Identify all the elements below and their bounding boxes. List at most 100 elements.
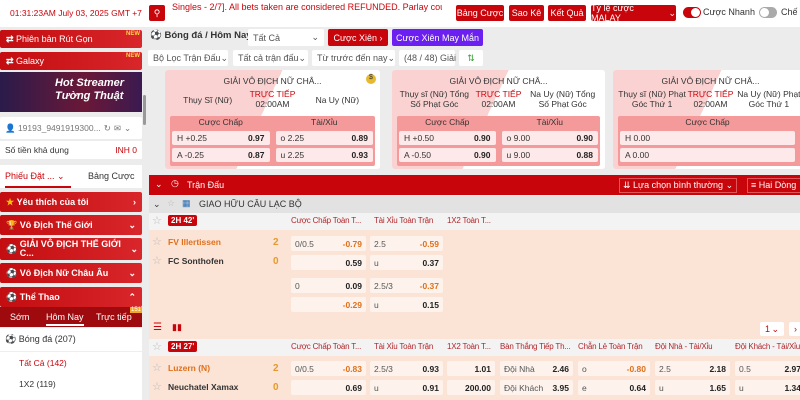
menu-favorites[interactable]: ★ Yêu thích của tôi › (0, 192, 142, 212)
featured-match-card[interactable]: GIẢI VÔ ĐỊCH NỮ CHÂ... Thụy sĩ (Nữ) Phạt… (613, 70, 800, 169)
announcement-marquee: Singles - 2/7]. All bets taken are consi… (172, 2, 442, 12)
sport-list: ⚽ Bóng đá (207) Tất Cả (142) 1X2 (119) (0, 328, 142, 400)
star-icon[interactable]: ☆ (152, 362, 162, 374)
chevron-down-icon[interactable]: ⌄ (123, 122, 132, 133)
results-button[interactable]: Kết Quả (548, 5, 586, 21)
streamer-banner[interactable]: Hot Streamer Tường Thuật (0, 72, 142, 112)
live-stream-icon[interactable]: $ (366, 74, 376, 84)
odds-cell[interactable]: Đội Nhà 2.46 (500, 361, 573, 376)
featured-match-card[interactable]: GIẢI VÔ ĐỊCH NỮ CHÂ... Thụy sĩ (Nữ) Tổng… (392, 70, 605, 169)
sport-soccer[interactable]: ⚽ Bóng đá (207) (5, 334, 76, 344)
statement-button[interactable]: Sao Kê (509, 5, 544, 21)
compact-version-button[interactable]: ⇄ Phiên bản Rút Gọn NEW (0, 30, 142, 48)
handicap-odds[interactable]: A -0.25 0.87 (172, 148, 270, 162)
handicap-odds[interactable]: A -0.50 0.90 (399, 148, 496, 162)
odds-cell[interactable]: -0.29 (291, 297, 366, 312)
odds-cell[interactable]: 0.59 (291, 255, 366, 270)
lucky-parlay-button[interactable]: Cược Xiên May Mắn (392, 29, 483, 46)
time-range-dropdown[interactable]: Từ trước đến nay ⌄ (312, 50, 395, 66)
mail-icon[interactable]: ✉ (113, 122, 121, 133)
star-icon[interactable]: ☆ (152, 255, 162, 267)
league-row[interactable]: ⌄ ☆ ▦ GIAO HỮU CÂU LẠC BỘ (149, 196, 800, 213)
handicap-header: Cược Chấp (425, 117, 470, 127)
star-icon[interactable]: ☆ (152, 215, 162, 227)
matches-section-header[interactable]: ⌄ ◷ Trận Đấu ⇊ Lựa chọn bình thường ⌄ ≡ … (149, 175, 800, 195)
over-under-odds[interactable]: u 9.00 0.88 (501, 148, 598, 162)
sports-subtabs: Sớm Hôm Nay Trực tiếp 151 (0, 307, 143, 327)
star-icon[interactable]: ☆ (152, 381, 162, 393)
swap-icon: ⇄ (6, 33, 17, 44)
odds-cell[interactable]: u 0.37 (370, 255, 443, 270)
odds-cell[interactable]: 2.5/3 0.93 (370, 361, 443, 376)
sort-select[interactable]: ⇊ Lựa chọn bình thường ⌄ (619, 178, 738, 193)
over-under-odds[interactable]: o 2.25 0.89 (275, 131, 373, 145)
lines-select[interactable]: ≡ Hai Dòng ⌄ (747, 178, 800, 193)
odds-cell[interactable]: Đội Khách 3.95 (500, 380, 573, 395)
filter-1x2[interactable]: 1X2 (119) (19, 379, 56, 389)
match-filter-select[interactable]: Tất Cả ⌄ (248, 29, 324, 46)
refresh-icon[interactable]: ↻ (103, 122, 111, 133)
odds-cell[interactable]: o -0.80 (578, 361, 650, 376)
odds-cell[interactable]: 0 0.09 (291, 278, 366, 293)
handicap-odds[interactable]: H +0.25 0.97 (172, 131, 270, 145)
chevron-right-icon: › (379, 32, 383, 43)
soccer-icon: ⚽ (150, 30, 162, 41)
menu-world-cup[interactable]: 🏆 Vô Địch Thế Giới ⌄ (0, 215, 142, 235)
chevron-down-icon: ⌄ (155, 179, 163, 189)
odds-cell[interactable]: 0/0.5 -0.79 (291, 236, 366, 251)
odds-type-select[interactable]: Tỷ lệ cược MALAY ⌄ (591, 3, 676, 23)
star-icon[interactable]: ☆ (152, 341, 162, 353)
page-select[interactable]: 1 ⌄ (760, 322, 784, 336)
all-matches-dropdown[interactable]: Tất cả trận đấu ⌄ (233, 50, 308, 66)
handicap-header: Cược Chấp (685, 117, 730, 127)
parlay-button[interactable]: Cược Xiên › (328, 29, 388, 46)
filter-all[interactable]: Tất Cả (142) (19, 358, 67, 368)
odds-cell[interactable]: 200.00 (447, 380, 495, 395)
galaxy-button[interactable]: ⇄ Galaxy NEW (0, 52, 142, 70)
tab-bet-list[interactable]: Bảng Cược (88, 171, 135, 181)
match-filter-dropdown[interactable]: Bộ Lọc Trận Đấu ⌄ (148, 50, 228, 66)
section-title: Trận Đấu (187, 180, 225, 190)
subtab-today[interactable]: Hôm Nay (46, 312, 84, 326)
menu-club-world-cup[interactable]: ⚽ GIẢI VÔ ĐỊCH THẾ GIỚI C... ⌄ (0, 238, 142, 260)
odds-cell[interactable]: 0/0.5 -0.83 (291, 361, 366, 376)
breadcrumb: ⚽ Bóng đá / Hôm Nay (150, 30, 252, 41)
next-page-icon[interactable]: › (789, 322, 800, 336)
stats-list-icon[interactable]: ☰ (153, 322, 162, 333)
menu-women-euro[interactable]: ⚽ Vô Địch Nữ Châu Âu ⌄ (0, 263, 142, 283)
handicap-odds[interactable]: H +0.50 0.90 (399, 131, 496, 145)
star-icon[interactable]: ☆ (152, 236, 162, 248)
market-column-header: Bàn Thắng Tiếp Th... (500, 342, 571, 351)
mode-toggle[interactable] (759, 7, 777, 18)
odds-cell[interactable]: 0.5 2.97 (735, 361, 800, 376)
odds-cell[interactable]: u 1.65 (655, 380, 730, 395)
subtab-early[interactable]: Sớm (10, 312, 30, 322)
odds-cell[interactable]: 2.5/3 -0.37 (370, 278, 443, 293)
card-away-team: Na Uy (Nữ) Tổng Số Phạt Góc (530, 89, 596, 109)
odds-cell[interactable]: e 0.64 (578, 380, 650, 395)
odds-cell[interactable]: 1.01 (447, 361, 495, 376)
odds-cell[interactable]: 0.69 (291, 380, 366, 395)
card-away-team: Na Uy (Nữ) (315, 95, 360, 105)
bar-chart-icon[interactable]: ▮▮ (172, 322, 182, 332)
odds-cell[interactable]: 2.5 -0.59 (370, 236, 443, 251)
quick-bet-toggle[interactable] (683, 7, 701, 18)
league-count-button[interactable]: (48 / 48) Giải (399, 50, 456, 66)
tab-bet-slip[interactable]: Phiếu Đặt ... ⌄ (5, 171, 71, 188)
menu-sports[interactable]: ⚽ Thể Thao ⌃ (0, 287, 142, 307)
odds-cell[interactable]: u 0.91 (370, 380, 443, 395)
over-under-odds[interactable]: o 9.00 0.90 (501, 131, 598, 145)
search-button[interactable]: ⚲ (149, 5, 165, 21)
bet-list-button[interactable]: Bảng Cược (456, 5, 504, 21)
subtab-live[interactable]: Trực tiếp (96, 312, 132, 322)
odds-cell[interactable]: u 1.34 (735, 380, 800, 395)
odds-cell[interactable]: 2.5 2.18 (655, 361, 730, 376)
sort-odds-icon[interactable]: ⇅ (459, 50, 483, 66)
odds-cell[interactable]: u 0.15 (370, 297, 443, 312)
over-under-odds[interactable]: u 2.25 0.93 (275, 148, 373, 162)
handicap-odds[interactable]: A 0.00 (620, 148, 795, 162)
handicap-odds[interactable]: H 0.00 (620, 131, 795, 145)
card-league: GIẢI VÔ ĐỊCH NỮ CHÂ... (661, 76, 760, 86)
sidebar-scrollbar[interactable] (143, 95, 146, 125)
featured-match-card[interactable]: GIẢI VÔ ĐỊCH NỮ CHÂ... $ Thụy Sĩ (Nữ) TR… (165, 70, 380, 169)
